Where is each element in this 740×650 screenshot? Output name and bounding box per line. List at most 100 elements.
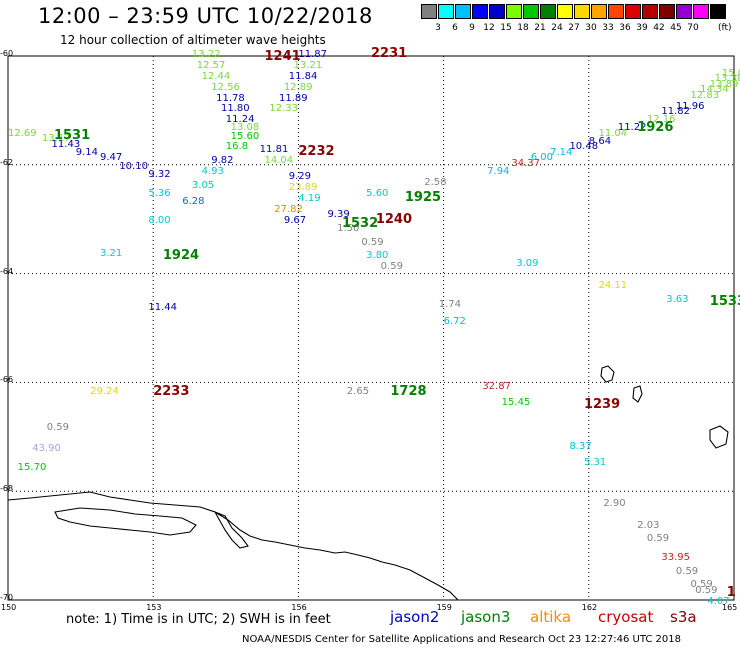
wave-height-value: 7.94 — [487, 165, 510, 177]
antarctic-coastline — [7, 491, 459, 601]
wave-height-value: 3.05 — [191, 179, 215, 191]
wave-height-value: 11.87 — [298, 49, 328, 60]
wave-height-value: 15.0 — [721, 68, 740, 80]
wave-height-value: 9.39 — [327, 209, 350, 221]
footer-credit: NOAA/NESDIS Center for Satellite Applica… — [242, 634, 681, 645]
wave-height-value: 11.78 — [216, 92, 245, 104]
wave-height-value: 9.32 — [148, 168, 171, 180]
color-swatch — [540, 4, 556, 19]
wave-height-value: 12.33 — [269, 103, 298, 115]
color-scale-label: 33 — [602, 23, 614, 33]
wave-height-value: 13.21 — [293, 59, 323, 71]
wave-height-value: 12.89 — [283, 81, 313, 93]
pass-time-label: 1240 — [375, 212, 413, 228]
color-scale-label: 3 — [435, 23, 441, 33]
lat-tick-label: -70 — [0, 593, 14, 602]
color-swatch — [591, 4, 607, 19]
chart-title: 12:00 – 23:59 UTC 10/22/2018 — [38, 4, 373, 28]
color-swatch — [608, 4, 624, 19]
coastline — [7, 365, 729, 601]
color-scale-label: 15 — [500, 23, 512, 33]
wave-height-value: 16.8 — [225, 141, 249, 153]
color-swatch — [421, 4, 437, 19]
pass-time-label: 1926 — [637, 119, 674, 135]
wave-height-value: 13.89 — [709, 78, 739, 90]
pass-time-label: 1532 — [341, 216, 379, 231]
wave-height-value: 12.57 — [196, 59, 226, 71]
wave-height-value: 11.84 — [288, 70, 318, 82]
lat-tick-label: -64 — [0, 266, 14, 276]
color-scale-label: 9 — [469, 23, 475, 33]
pass-time-label: 1533 — [709, 293, 740, 309]
wave-height-value: 11.96 — [675, 100, 705, 112]
wave-height-value: 4.07 — [707, 595, 730, 607]
lat-tick-label: -66 — [0, 375, 14, 385]
lat-tick-label: -68 — [0, 484, 14, 494]
color-swatch — [455, 4, 471, 19]
lat-tick-label: -60 — [0, 49, 14, 58]
wave-height-value: 15.70 — [17, 462, 47, 474]
color-scale-unit: (ft) — [718, 23, 732, 33]
color-scale-label: 18 — [517, 23, 529, 33]
color-swatch — [523, 4, 539, 19]
satellite-cryosat: cryosat — [598, 608, 654, 626]
color-swatch — [472, 4, 488, 19]
color-swatch — [693, 4, 709, 19]
color-swatch — [574, 4, 590, 19]
color-swatch — [710, 4, 726, 19]
color-swatch — [625, 4, 641, 19]
pass-time-label: 1924 — [162, 247, 200, 263]
wave-height-value: 0.59 — [380, 261, 403, 273]
wave-height-value: 24.11 — [598, 280, 628, 292]
pass-time-label: 1241 — [264, 49, 301, 64]
wave-height-value: 2.90 — [603, 497, 626, 509]
lon-tick-label: 159 — [436, 603, 452, 612]
wave-height-value: 14.04 — [264, 155, 294, 167]
wave-height-value: 11.04 — [598, 127, 628, 139]
lon-tick-label: 156 — [291, 603, 307, 612]
wave-height-value: 29.24 — [90, 386, 119, 398]
color-scale-label: 39 — [636, 23, 648, 33]
color-swatch — [676, 4, 692, 19]
wave-height-value: 2.58 — [424, 176, 447, 188]
wave-height-value: 0.59 — [361, 236, 384, 248]
coast-inlet — [213, 510, 249, 549]
wave-height-value: 11.44 — [148, 301, 177, 313]
pass-time-label: 1925 — [404, 190, 442, 206]
color-swatch — [506, 4, 522, 19]
wave-height-value: 11.22 — [617, 122, 647, 134]
lat-tick-label: -62 — [0, 157, 14, 167]
wave-height-value: 12.16 — [646, 114, 676, 126]
color-swatch — [557, 4, 573, 19]
wave-height-value: 8.64 — [588, 136, 612, 148]
wave-height-value: 43.90 — [32, 443, 61, 455]
wave-height-value: 15.45 — [501, 397, 531, 409]
color-swatch — [438, 4, 454, 19]
lon-tick-label: 153 — [146, 603, 162, 612]
wave-height-value: 3.21 — [99, 247, 123, 259]
wave-height-value: 3.63 — [666, 293, 689, 305]
wave-height-value: 2.65 — [346, 386, 370, 398]
wave-height-value: 6.72 — [443, 315, 466, 327]
wave-height-value: 0.59 — [675, 565, 699, 577]
wave-height-value: 10.48 — [569, 141, 599, 153]
wave-height-value: 34.37 — [511, 157, 540, 169]
wave-height-value: 12.44 — [201, 70, 231, 82]
lon-tick-label: 165 — [722, 603, 738, 612]
wave-height-value: 14.34 — [700, 84, 729, 96]
wave-height-value: 11.82 — [661, 106, 691, 118]
wave-height-value: 9.29 — [288, 171, 311, 183]
satellite-s3a: s3a — [670, 608, 697, 626]
wave-height-value: 7.14 — [550, 146, 573, 158]
pass-time-label: 1 — [726, 584, 736, 600]
satellite-altika: altika — [530, 608, 572, 626]
note-text: note: 1) Time is in UTC; 2) SWH is in fe… — [66, 612, 331, 627]
wave-height-value: 11.81 — [259, 144, 289, 156]
wave-height-value: 9.67 — [283, 214, 307, 226]
color-scale-label: 24 — [551, 23, 563, 33]
lon-tick-label: 150 — [1, 603, 17, 612]
wave-height-value: 6.00 — [530, 152, 553, 164]
wave-height-value: 27.82 — [274, 204, 303, 216]
map-frame — [7, 55, 735, 601]
